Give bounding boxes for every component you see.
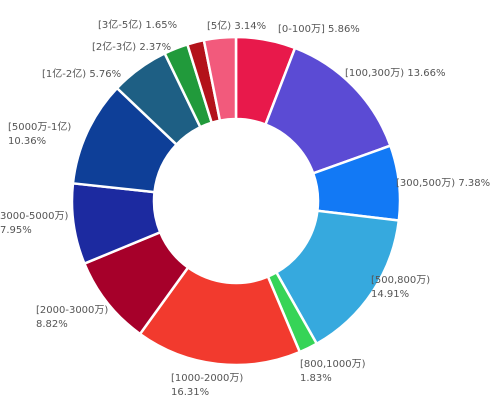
slice-label-6-line-1: [1000-2000万) <box>171 373 243 384</box>
slice-label-5: [800,1000万) 1.83% <box>300 359 366 384</box>
slice-label-9-line-1: [5000万-1亿) <box>8 120 71 133</box>
slice-label-7: [2000-3000万) 8.82% <box>36 305 108 330</box>
slice-label-9: [5000万-1亿) 10.36% <box>8 120 71 147</box>
slice-label-4-line-1: [500,800万) <box>371 275 430 286</box>
slice-label-2: [100,300万) 13.66% <box>345 68 445 79</box>
slice-label-12: [3亿-5亿) 1.65% <box>98 18 177 31</box>
slice-label-8-line-1: 3000-5000万) <box>0 211 69 222</box>
slice-label-13: [5亿) 3.14% <box>207 19 266 32</box>
slice-label-7-line-2: 8.82% <box>36 319 68 330</box>
slice-label-4-line-2: 14.91% <box>371 289 409 300</box>
slice-label-11: [2亿-3亿) 2.37% <box>92 40 171 53</box>
slice-label-3: [300,500万) 7.38% <box>396 178 490 189</box>
slice-label-5-line-1: [800,1000万) <box>300 359 366 370</box>
slice-labels: [0-100万] 5.86% [100,300万) 13.66% [300,500万… <box>0 18 490 398</box>
slice-label-1: [0-100万] 5.86% <box>278 24 360 35</box>
slice-label-4: [500,800万) 14.91% <box>371 275 430 300</box>
donut-hole <box>154 119 318 283</box>
slice-label-10: [1亿-2亿) 5.76% <box>42 67 121 80</box>
slice-label-8-line-2: 7.95% <box>0 225 32 236</box>
slice-label-8: 3000-5000万) 7.95% <box>0 211 69 236</box>
slice-label-5-line-2: 1.83% <box>300 373 332 384</box>
slice-label-6: [1000-2000万) 16.31% <box>171 373 243 398</box>
slice-label-6-line-2: 16.31% <box>171 387 209 398</box>
slice-label-7-line-1: [2000-3000万) <box>36 305 108 316</box>
slice-label-9-line-2: 10.36% <box>8 136 46 147</box>
